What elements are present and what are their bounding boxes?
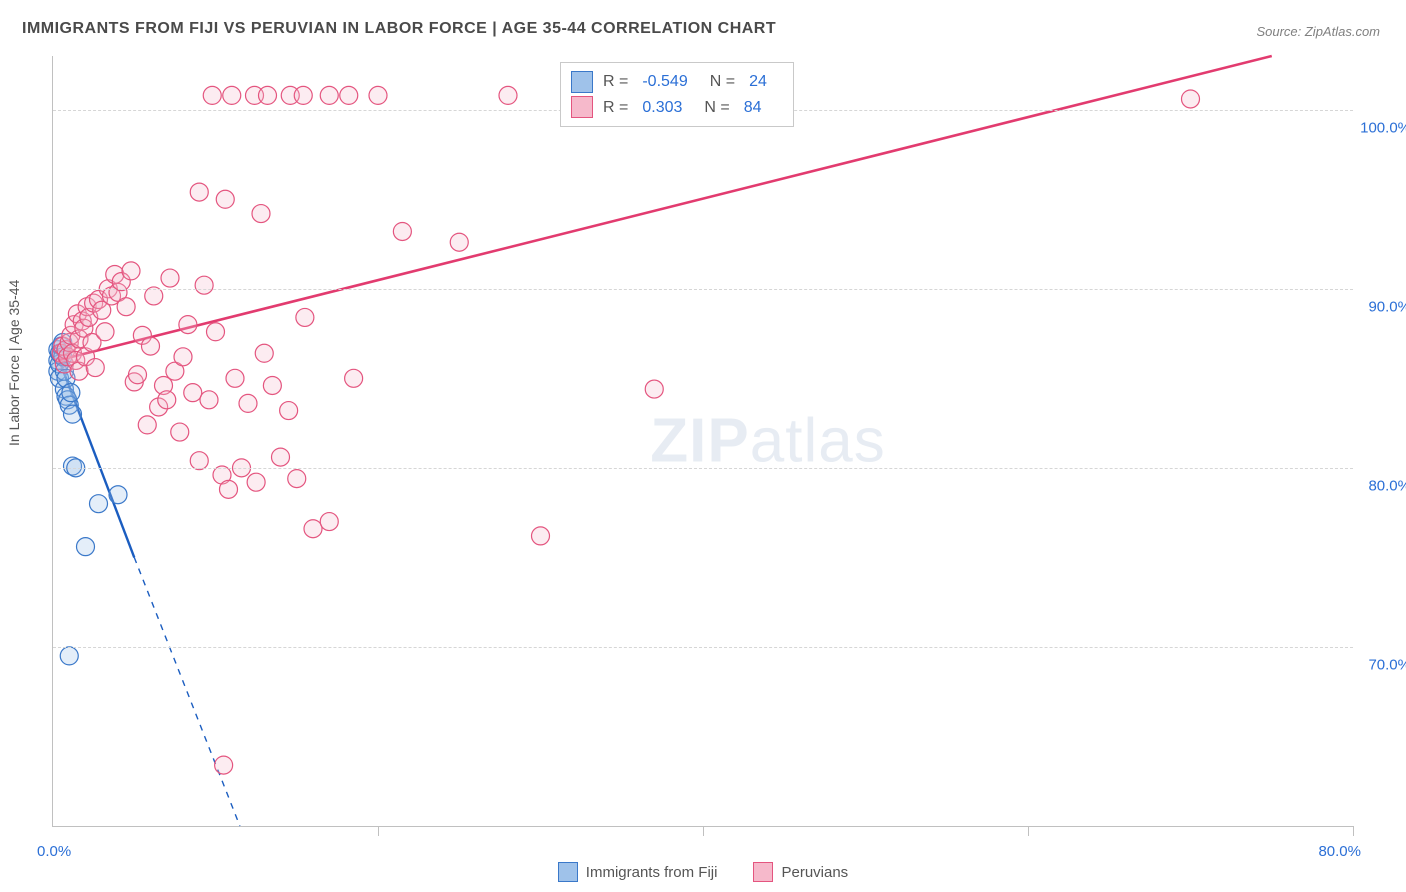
data-point (247, 473, 265, 491)
legend-swatch-fiji-icon (558, 862, 578, 882)
n-label: N = (704, 95, 729, 121)
data-point (200, 391, 218, 409)
data-point (263, 376, 281, 394)
data-point (109, 486, 127, 504)
data-point (158, 391, 176, 409)
legend-swatch-peruvians (571, 96, 593, 118)
data-point (532, 527, 550, 545)
data-point (77, 538, 95, 556)
data-point (138, 416, 156, 434)
data-point (320, 513, 338, 531)
data-point (96, 323, 114, 341)
data-point (255, 344, 273, 362)
y-tick-label: 100.0% (1360, 119, 1406, 136)
data-point (129, 366, 147, 384)
data-point (207, 323, 225, 341)
x-tick (1028, 826, 1029, 836)
y-tick-label: 90.0% (1368, 298, 1406, 315)
data-point (161, 269, 179, 287)
data-point (645, 380, 663, 398)
series-legend: Immigrants from Fiji Peruvians (0, 862, 1406, 882)
x-axis-min-label: 0.0% (37, 843, 71, 860)
r-value-fiji: -0.549 (642, 69, 687, 95)
r-value-peruvians: 0.303 (642, 95, 682, 121)
data-point (499, 86, 517, 104)
data-point (117, 298, 135, 316)
data-point (226, 369, 244, 387)
chart-plot-area: ZIPatlas 0.0% 80.0% 70.0%80.0%90.0%100.0… (52, 56, 1353, 827)
data-point (195, 276, 213, 294)
n-value-fiji: 24 (749, 69, 767, 95)
data-point (345, 369, 363, 387)
data-point (203, 86, 221, 104)
n-label: N = (710, 69, 735, 95)
data-point (294, 86, 312, 104)
data-point (190, 183, 208, 201)
legend-row-fiji: R = -0.549 N = 24 (571, 69, 779, 95)
data-point (220, 480, 238, 498)
data-point (215, 756, 233, 774)
chart-title: IMMIGRANTS FROM FIJI VS PERUVIAN IN LABO… (22, 20, 776, 38)
gridline (53, 647, 1353, 648)
gridline (53, 468, 1353, 469)
x-tick (378, 826, 379, 836)
data-point (174, 348, 192, 366)
data-point (320, 86, 338, 104)
data-point (184, 384, 202, 402)
data-point (369, 86, 387, 104)
data-point (288, 470, 306, 488)
x-tick (703, 826, 704, 836)
data-point (239, 394, 257, 412)
data-point (1182, 90, 1200, 108)
data-point (216, 190, 234, 208)
legend-item-fiji: Immigrants from Fiji (558, 862, 718, 882)
x-axis-max-label: 80.0% (1318, 843, 1361, 860)
data-point (179, 316, 197, 334)
data-point (90, 495, 108, 513)
gridline (53, 289, 1353, 290)
legend-label-peruvians: Peruvians (781, 864, 848, 881)
source-attribution: Source: ZipAtlas.com (1256, 24, 1380, 39)
legend-swatch-fiji (571, 71, 593, 93)
data-point (60, 647, 78, 665)
data-point (393, 222, 411, 240)
y-tick-label: 80.0% (1368, 477, 1406, 494)
data-point (62, 384, 80, 402)
data-point (64, 405, 82, 423)
correlation-legend: R = -0.549 N = 24 R = 0.303 N = 84 (560, 62, 794, 127)
chart-svg (53, 56, 1353, 826)
data-point (340, 86, 358, 104)
x-tick (1353, 826, 1354, 836)
data-point (296, 308, 314, 326)
data-point (86, 359, 104, 377)
data-point (304, 520, 322, 538)
r-label: R = (603, 95, 628, 121)
r-label: R = (603, 69, 628, 95)
data-point (280, 402, 298, 420)
data-point (122, 262, 140, 280)
data-point (223, 86, 241, 104)
data-point (252, 205, 270, 223)
y-axis-title: In Labor Force | Age 35-44 (6, 280, 22, 446)
legend-item-peruvians: Peruvians (753, 862, 848, 882)
y-tick-label: 70.0% (1368, 656, 1406, 673)
data-point (171, 423, 189, 441)
data-point (272, 448, 290, 466)
data-point (142, 337, 160, 355)
n-value-peruvians: 84 (744, 95, 762, 121)
data-point (259, 86, 277, 104)
legend-row-peruvians: R = 0.303 N = 84 (571, 95, 779, 121)
legend-label-fiji: Immigrants from Fiji (586, 864, 718, 881)
legend-swatch-peruvians-icon (753, 862, 773, 882)
data-point (450, 233, 468, 251)
